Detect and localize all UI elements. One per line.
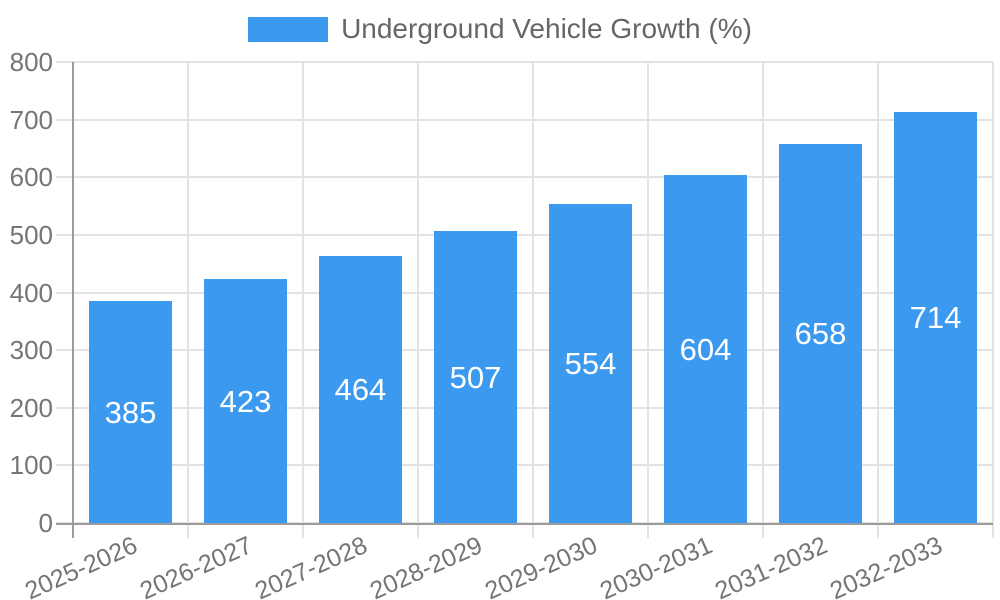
- bar-2030-2031[interactable]: 604: [664, 175, 747, 523]
- bar-2026-2027[interactable]: 423: [204, 279, 287, 523]
- gridline-vertical: [647, 62, 649, 538]
- gridline-horizontal: [56, 291, 993, 294]
- bar-2027-2028[interactable]: 464: [319, 256, 402, 523]
- bar-value-label: 714: [909, 300, 962, 335]
- y-tick-label: 600: [9, 162, 53, 193]
- legend-label: Underground Vehicle Growth (%): [341, 13, 752, 44]
- gridline-vertical: [762, 62, 764, 538]
- y-tick-label: 500: [9, 219, 53, 250]
- gridline-horizontal: [56, 118, 993, 121]
- bar-2032-2033[interactable]: 714: [894, 112, 977, 523]
- gridline-vertical: [992, 62, 994, 538]
- legend-swatch: [248, 16, 329, 42]
- bar-2031-2032[interactable]: 658: [779, 144, 862, 523]
- gridline-vertical: [532, 62, 534, 538]
- y-tick-label: 200: [9, 392, 53, 423]
- bar-value-label: 604: [679, 331, 732, 367]
- y-tick-label: 700: [9, 104, 53, 135]
- bar-value-label: 385: [104, 394, 157, 430]
- gridline-horizontal: [56, 406, 993, 409]
- gridline-horizontal: [56, 233, 993, 236]
- plot-area: 0 100 200 300 400 500 600 700 800 385 2025-2026 423…: [10, 49, 994, 600]
- gridline-horizontal: [56, 349, 993, 352]
- gridline-vertical: [302, 62, 304, 538]
- gridline-horizontal: [56, 61, 993, 63]
- y-tick-label: 400: [9, 277, 53, 308]
- gridline-vertical: [877, 62, 879, 538]
- y-tick-label: 0: [38, 508, 53, 538]
- chart-legend[interactable]: Underground Vehicle Growth (%): [0, 14, 1000, 44]
- y-tick-label: 300: [9, 335, 53, 366]
- bar-2029-2030[interactable]: 554: [549, 204, 632, 523]
- bar-2025-2026[interactable]: 385: [89, 301, 172, 523]
- gridline-vertical: [187, 62, 189, 538]
- bar-value-label: 554: [564, 346, 617, 381]
- bar-value-label: 658: [794, 316, 847, 351]
- bar-value-label: 464: [334, 372, 387, 407]
- bar-value-label: 423: [219, 383, 272, 419]
- gridline-vertical: [417, 62, 419, 538]
- y-tick-label: 100: [9, 450, 53, 481]
- gridline-horizontal: [56, 176, 993, 179]
- x-axis-line: [56, 523, 993, 525]
- gridline-horizontal: [56, 464, 993, 467]
- y-axis-line: [72, 62, 74, 538]
- bar-2028-2029[interactable]: 507: [434, 231, 517, 523]
- bar-value-label: 507: [449, 359, 502, 395]
- y-tick-label: 800: [9, 47, 53, 77]
